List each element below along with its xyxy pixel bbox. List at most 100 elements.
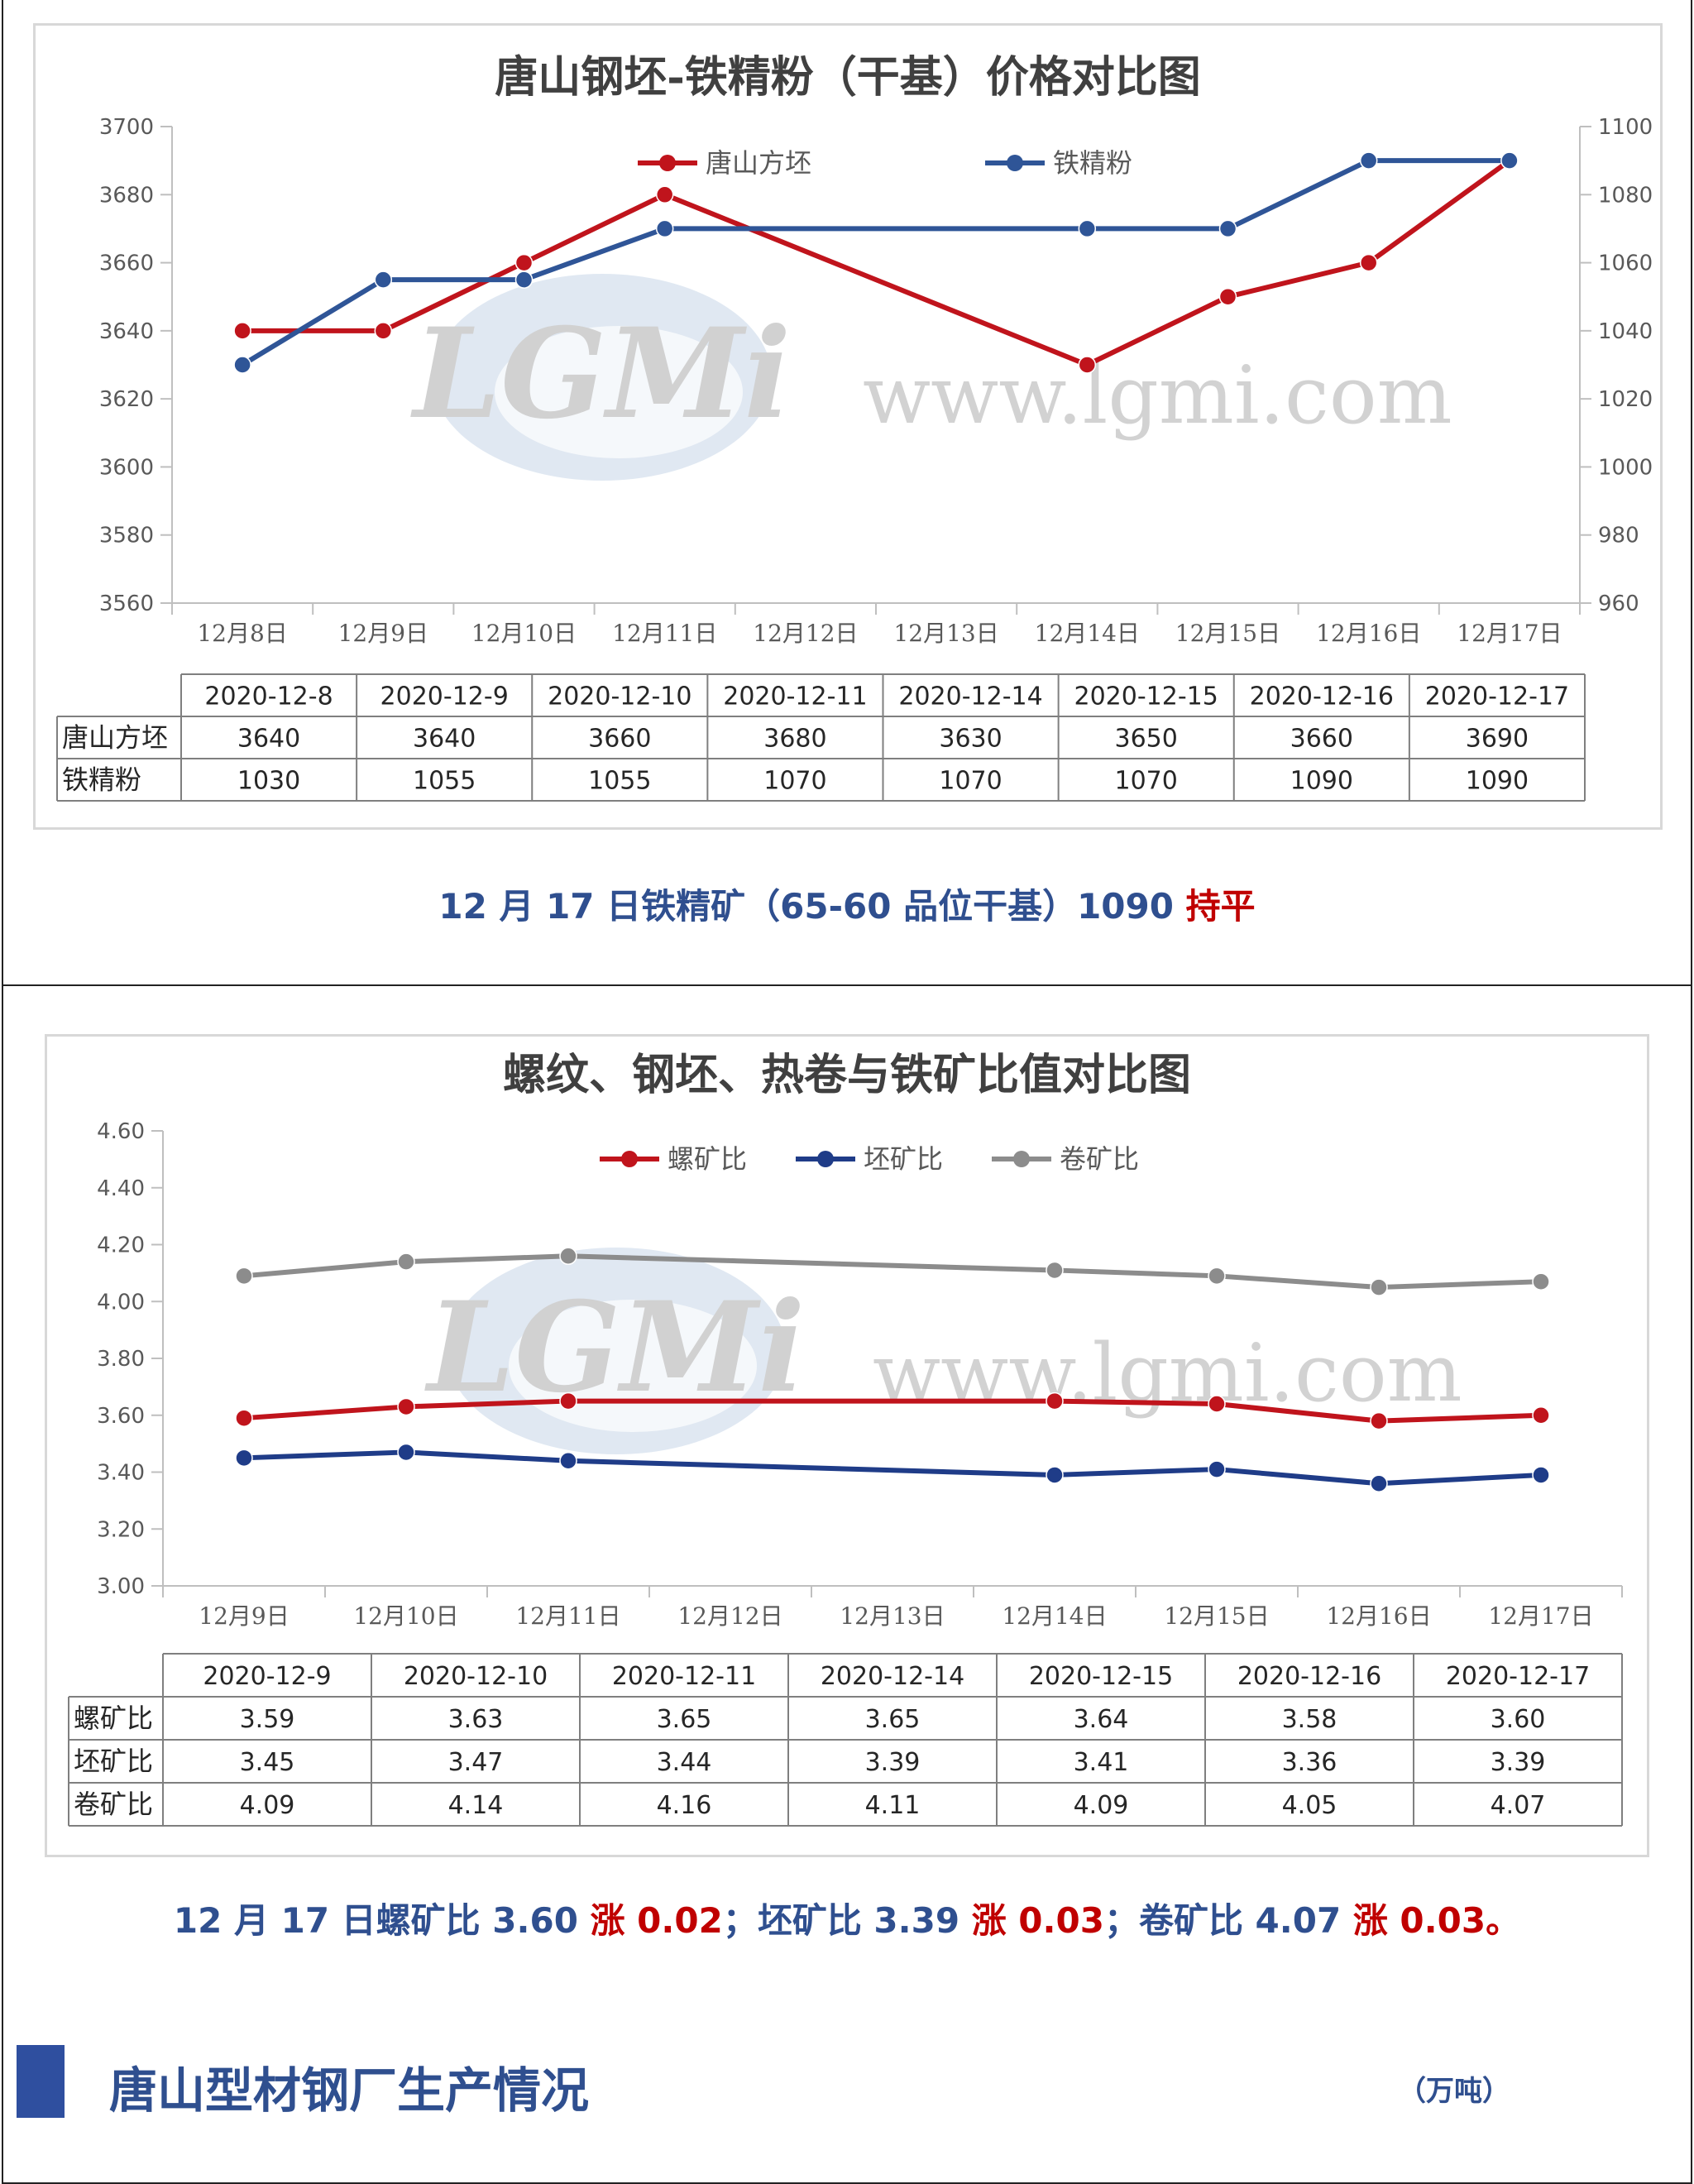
y-tick-label-left: 3.00 bbox=[97, 1574, 145, 1599]
ratio-note-change2: 涨 0.03 bbox=[971, 1900, 1104, 1941]
table-header-cell: 2020-12-15 bbox=[1029, 1662, 1173, 1691]
x-tick-label: 12月9日 bbox=[199, 1602, 289, 1630]
watermark-logo-text: LGMi bbox=[424, 1275, 806, 1420]
table-header-cell: 2020-12-14 bbox=[821, 1662, 964, 1691]
y-tick-label-left: 4.40 bbox=[97, 1176, 145, 1201]
legend-marker-1 bbox=[659, 155, 676, 171]
iron-ore-note-text: 12 月 17 日铁精矿（65-60 品位干基）1090 bbox=[438, 886, 1186, 927]
table-cell: 1070 bbox=[763, 767, 826, 796]
table-cell: 3.41 bbox=[1074, 1748, 1129, 1777]
table-header-cell: 2020-12-8 bbox=[204, 682, 333, 711]
table-cell: 3690 bbox=[1466, 725, 1529, 754]
legend-marker-3 bbox=[1013, 1151, 1030, 1167]
table-cell: 3.60 bbox=[1491, 1705, 1546, 1734]
y-tick-label-right: 1060 bbox=[1598, 251, 1653, 276]
price-chart-panel: 唐山钢坯-铁精粉（干基）价格对比图 LGMi www.lgmi.com 3560 358… bbox=[33, 23, 1663, 830]
x-tick-label: 12月11日 bbox=[515, 1602, 620, 1630]
price-chart: 唐山钢坯-铁精粉（干基）价格对比图 LGMi www.lgmi.com 3560 358… bbox=[56, 52, 1653, 802]
data-point-series-3 bbox=[1208, 1267, 1226, 1286]
table-cell: 3.65 bbox=[657, 1705, 712, 1734]
table-cell: 4.05 bbox=[1282, 1791, 1337, 1820]
table-header-cell: 2020-12-9 bbox=[203, 1662, 331, 1691]
table-header-cell: 2020-12-17 bbox=[1446, 1662, 1590, 1691]
x-tick-label: 12月16日 bbox=[1316, 620, 1421, 647]
chart-title: 唐山钢坯-铁精粉（干基）价格对比图 bbox=[495, 52, 1201, 103]
table-cell: 3660 bbox=[588, 725, 651, 754]
table-cell: 1090 bbox=[1290, 767, 1353, 796]
table-cell: 3.45 bbox=[240, 1748, 295, 1777]
table-cell: 4.16 bbox=[657, 1791, 712, 1820]
data-point-series-1 bbox=[1208, 1395, 1226, 1413]
table-cell: 4.11 bbox=[865, 1791, 921, 1820]
table-header-cell: 2020-12-15 bbox=[1074, 682, 1218, 711]
data-point-series-1 bbox=[1046, 1391, 1064, 1410]
data-point-series-2 bbox=[1500, 151, 1519, 170]
data-point-series-1 bbox=[655, 185, 674, 204]
x-tick-label: 12月13日 bbox=[840, 1602, 945, 1630]
x-tick-label: 12月10日 bbox=[353, 1602, 458, 1630]
x-tick-label: 12月15日 bbox=[1164, 1602, 1269, 1630]
data-point-series-1 bbox=[1359, 253, 1378, 272]
data-point-series-2 bbox=[1532, 1466, 1550, 1484]
y-tick-label-left: 4.00 bbox=[97, 1290, 145, 1315]
table-cell: 3.44 bbox=[657, 1748, 712, 1777]
data-point-series-1 bbox=[514, 253, 534, 272]
table-cell: 1070 bbox=[1115, 767, 1178, 796]
ratio-note-part1: 12 月 17 日螺矿比 3.60 bbox=[173, 1900, 591, 1941]
table-cell: 3.39 bbox=[1491, 1748, 1546, 1777]
table-header-cell: 2020-12-10 bbox=[548, 682, 691, 711]
y-tick-label-left: 3660 bbox=[99, 251, 154, 276]
legend-marker-2 bbox=[817, 1151, 834, 1167]
x-tick-label: 12月14日 bbox=[1002, 1602, 1107, 1630]
table-header-cell: 2020-12-9 bbox=[380, 682, 509, 711]
y-tick-label-left: 3580 bbox=[99, 524, 154, 548]
table-header-cell: 2020-12-11 bbox=[612, 1662, 756, 1691]
data-point-series-2 bbox=[1218, 219, 1237, 238]
data-point-series-3 bbox=[235, 1267, 253, 1286]
data-point-series-2 bbox=[235, 1449, 253, 1468]
x-tick-label: 12月16日 bbox=[1326, 1602, 1431, 1630]
legend-label: 卷矿比 bbox=[1060, 1143, 1139, 1175]
x-tick-label: 12月11日 bbox=[612, 620, 717, 647]
table-cell: 3.59 bbox=[240, 1705, 295, 1734]
y-tick-label-left: 4.60 bbox=[97, 1119, 145, 1144]
y-tick-label-left: 3600 bbox=[99, 455, 154, 480]
table-cell: 3.63 bbox=[448, 1705, 504, 1734]
watermark-url: www.lgmi.com bbox=[873, 1327, 1462, 1420]
series-line-2 bbox=[243, 1449, 1542, 1487]
x-tick-label: 12月12日 bbox=[753, 620, 858, 647]
table-row-label: 卷矿比 bbox=[74, 1789, 153, 1820]
ratio-note: 12 月 17 日螺矿比 3.60 涨 0.02；坯矿比 3.39 涨 0.03… bbox=[0, 1893, 1694, 1943]
y-tick-label-right: 1080 bbox=[1598, 183, 1653, 208]
watermark-url: www.lgmi.com bbox=[863, 349, 1452, 442]
y-tick-label-left: 3.20 bbox=[97, 1517, 145, 1542]
table-row-label: 铁精粉 bbox=[62, 764, 141, 796]
data-point-series-2 bbox=[233, 356, 251, 374]
table-cell: 1070 bbox=[939, 767, 1002, 796]
table-cell: 3680 bbox=[763, 725, 826, 754]
ratio-note-part3: ；卷矿比 4.07 bbox=[1103, 1900, 1353, 1941]
data-point-series-1 bbox=[1370, 1411, 1388, 1430]
data-point-series-2 bbox=[514, 271, 534, 289]
table-header-cell: 2020-12-11 bbox=[723, 682, 867, 711]
table-cell: 3.47 bbox=[448, 1748, 504, 1777]
y-tick-label-right: 1100 bbox=[1598, 115, 1653, 140]
iron-ore-note: 12 月 17 日铁精矿（65-60 品位干基）1090 持平 bbox=[0, 879, 1694, 929]
table-row-label: 坯矿比 bbox=[74, 1746, 153, 1777]
data-point-series-1 bbox=[559, 1391, 577, 1410]
y-tick-label-right: 1020 bbox=[1598, 387, 1653, 412]
table-header-cell: 2020-12-16 bbox=[1237, 1662, 1381, 1691]
ratio-note-end: 。 bbox=[1486, 1900, 1521, 1941]
y-tick-label-left: 3560 bbox=[99, 592, 154, 616]
table-cell: 3630 bbox=[939, 725, 1002, 754]
ratio-chart: 螺纹、钢坯、热卷与铁矿比值对比图 LGMi www.lgmi.com 3.00 3.20… bbox=[68, 1050, 1623, 1827]
ratio-note-part2: ；坯矿比 3.39 bbox=[722, 1900, 972, 1941]
ratio-note-change1: 涨 0.02 bbox=[590, 1900, 723, 1941]
data-point-series-1 bbox=[397, 1397, 415, 1416]
table-row-label: 唐山方坯 bbox=[62, 722, 168, 754]
y-tick-label-left: 4.20 bbox=[97, 1233, 145, 1258]
series-line-1 bbox=[242, 158, 1511, 367]
bottom-frame bbox=[2, 984, 1692, 2184]
watermark-logo-text: LGMi bbox=[410, 301, 792, 447]
table-cell: 3.64 bbox=[1074, 1705, 1129, 1734]
